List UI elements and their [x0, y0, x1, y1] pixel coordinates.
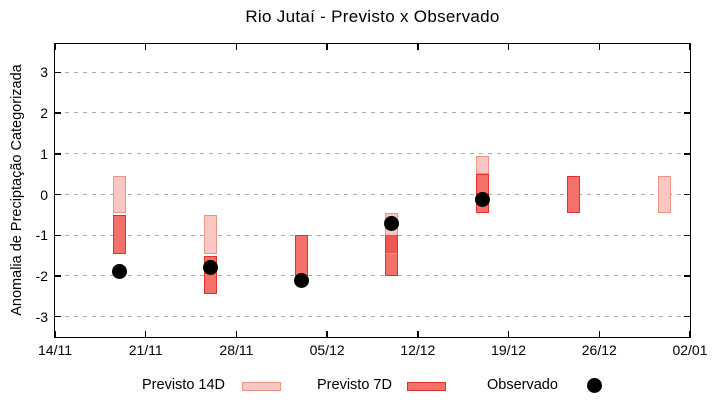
forecast-bar-14d [113, 176, 127, 213]
gridline [56, 315, 689, 318]
legend-observed-dot [587, 378, 602, 393]
x-axis-tick-bottom [417, 331, 419, 337]
x-axis-tick-bottom [507, 331, 510, 337]
gridline [56, 112, 689, 115]
x-axis-tick-bottom [144, 331, 147, 337]
y-axis-tick-right [684, 193, 690, 196]
x-axis-tick-top [689, 44, 691, 50]
gridline [56, 275, 689, 278]
x-axis-tick-top [507, 44, 510, 50]
legend-label: Previsto 7D [317, 377, 392, 393]
x-axis-tick-top [144, 44, 147, 50]
y-axis-tick-right [684, 315, 690, 318]
legend-swatch-p14 [242, 382, 281, 391]
observed-dot [203, 260, 218, 276]
x-axis-tick-bottom [235, 331, 238, 337]
y-tick-label: 0 [40, 186, 48, 203]
x-tick-label: 12/12 [400, 342, 436, 358]
x-tick-label: 19/12 [491, 342, 527, 358]
y-axis-tick-right [684, 275, 690, 277]
x-axis-tick-bottom [326, 331, 328, 337]
x-axis-tick-top [235, 44, 238, 50]
x-tick-label: 26/12 [581, 342, 617, 358]
y-axis-tick-left [55, 275, 61, 277]
forecast-bar-14d [657, 176, 671, 213]
y-axis-tick-right [684, 71, 690, 74]
x-tick-label: 02/01 [672, 342, 708, 358]
x-axis-tick-bottom [54, 331, 56, 337]
observed-dot [475, 191, 491, 207]
y-axis-tick-right [684, 234, 690, 236]
observed-dot [384, 215, 400, 231]
chart-title: Rio Jutaí - Previsto x Observado [245, 7, 500, 26]
plot-area-border [54, 43, 691, 338]
x-axis-tick-top [326, 44, 328, 50]
y-tick-label: -3 [35, 308, 48, 325]
forecast-bar-14d [476, 155, 490, 175]
gridline [56, 153, 689, 156]
x-axis-tick-bottom [689, 331, 691, 337]
y-tick-label: 1 [40, 145, 48, 162]
forecast-bar-7d [113, 214, 127, 254]
x-axis-tick-top [417, 44, 419, 50]
forecast-bar-14d [204, 214, 217, 254]
gridline [56, 193, 689, 196]
y-axis-tick-left [55, 315, 61, 318]
x-tick-label: 21/11 [128, 342, 163, 358]
y-tick-label: -2 [35, 267, 48, 284]
legend-label: Previsto 14D [142, 377, 226, 393]
x-tick-label: 28/11 [219, 342, 254, 358]
gridline [56, 234, 689, 237]
x-tick-label: 05/12 [309, 342, 345, 358]
y-axis-tick-left [55, 71, 61, 74]
x-axis-tick-bottom [598, 331, 601, 337]
legend-swatch-p7 [407, 382, 446, 391]
y-axis-tick-left [55, 112, 61, 114]
y-axis-tick-right [684, 112, 690, 114]
forecast-bar-7d [294, 235, 308, 276]
y-axis-tick-left [55, 234, 61, 236]
y-tick-label: 2 [40, 105, 48, 122]
y-tick-label: 3 [40, 64, 48, 81]
x-axis-tick-top [598, 44, 601, 50]
y-axis-tick-left [55, 153, 61, 155]
forecast-bar-overlap [385, 235, 399, 254]
x-tick-label: 14/11 [38, 342, 72, 358]
gridline [56, 71, 689, 74]
x-axis-tick-top [54, 44, 56, 50]
y-axis-tick-left [55, 193, 61, 196]
legend-label: Observado [487, 377, 558, 393]
y-axis-tick-right [684, 153, 690, 155]
observed-dot [112, 264, 128, 280]
observed-dot [293, 272, 309, 288]
y-tick-label: -1 [35, 227, 48, 244]
forecast-bar-7d [566, 176, 580, 213]
